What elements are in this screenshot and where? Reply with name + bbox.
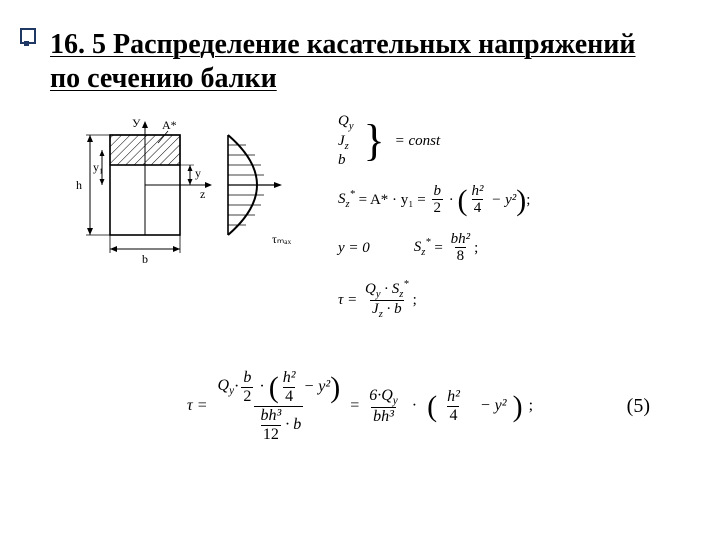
y-zero-formula: y = 0 Sz* = bh²8 ; [338, 231, 670, 265]
equation-number: (5) [627, 395, 650, 418]
label-y-axis: У [132, 116, 141, 130]
label-y: y [195, 166, 201, 180]
label-tau-max: τₘₐₓ [272, 232, 292, 246]
sz-star-formula: Sz* = A* · y₁ = b2 · ( h²4 − y² ) ; [338, 183, 670, 217]
label-a-star: A* [162, 118, 177, 132]
const-block: Qy Jz b } = const [338, 113, 670, 169]
tau-formula: τ = Qy · Sz* Jz · b ; [338, 279, 670, 321]
label-b: b [142, 252, 148, 266]
label-z-axis: z [200, 187, 205, 201]
diagram-svg: У z A* h y₁ [50, 113, 320, 283]
label-y1: y₁ [93, 160, 103, 174]
beam-cross-section-diagram: У z A* h y₁ [50, 113, 320, 335]
final-equation: τ = Qy · b2 · ( h²4 − y² ) bh³12 · b = 6… [50, 369, 670, 444]
content-row: У z A* h y₁ [50, 113, 670, 335]
page-title: 16. 5 Распределение касательных напряжен… [50, 28, 670, 95]
label-h: h [76, 178, 82, 192]
title-bullet-inner [24, 41, 29, 46]
slide: 16. 5 Распределение касательных напряжен… [0, 0, 720, 540]
formulas-column: Qy Jz b } = const Sz* = A* · y₁ = b2 · (… [338, 113, 670, 335]
